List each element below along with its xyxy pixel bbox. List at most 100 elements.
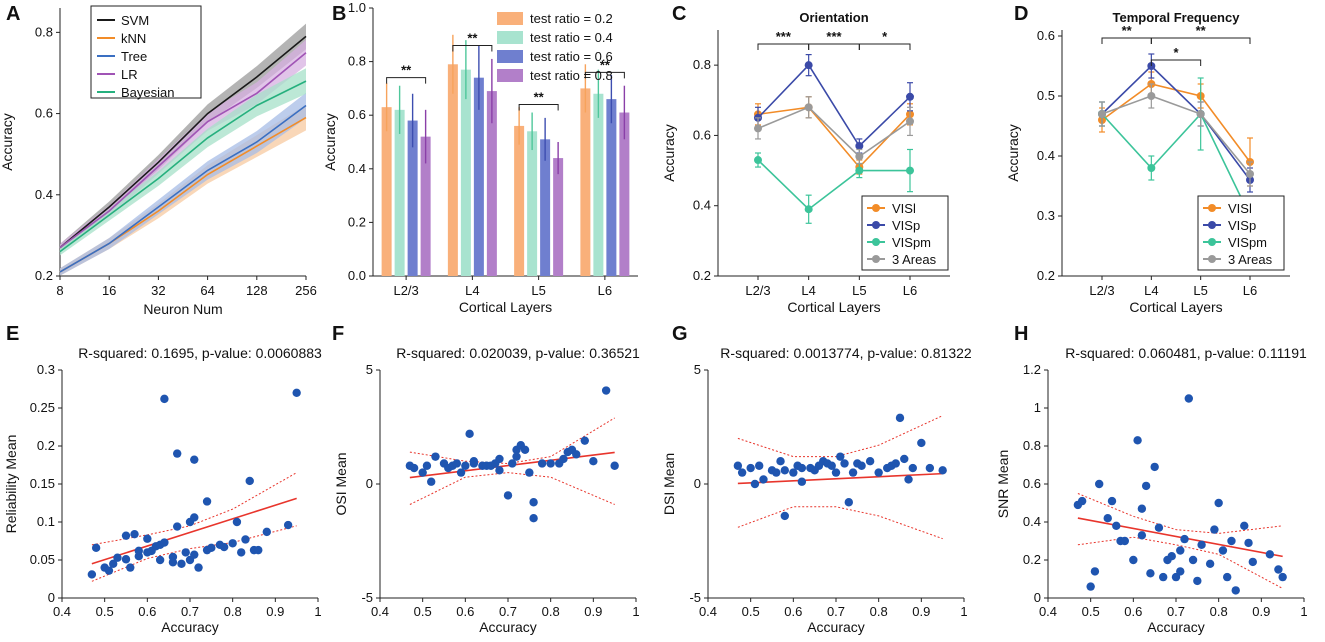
y-tick-label: 1.0 — [348, 0, 366, 15]
scatter-point — [1248, 557, 1258, 567]
data-point — [906, 117, 914, 126]
y-axis-label: SNR Mean — [995, 450, 1011, 518]
y-tick-label: 0.5 — [1037, 88, 1055, 103]
scatter-point — [789, 468, 798, 477]
y-axis-label: Reliability Mean — [3, 435, 19, 534]
scatter-point — [245, 476, 254, 486]
bar — [407, 120, 418, 276]
scatter-point — [857, 461, 866, 470]
scatter-point — [160, 394, 169, 404]
legend-label: test ratio = 0.2 — [530, 11, 613, 26]
y-axis-label: Accuracy — [661, 124, 677, 182]
y-tick-label: 0.2 — [35, 268, 53, 283]
x-tick-label: 0.6 — [1124, 604, 1142, 619]
panel-letter-c: C — [672, 3, 686, 25]
x-tick-label: 0.7 — [181, 604, 199, 619]
stats-title: R-squared: 0.1695, p-value: 0.0060883 — [78, 345, 322, 361]
panel-letter-f: F — [332, 323, 344, 345]
stats-title: R-squared: 0.060481, p-value: 0.11191 — [1065, 345, 1307, 361]
scatter-point — [1214, 498, 1223, 508]
significance-bracket — [452, 45, 493, 52]
data-point — [855, 166, 864, 175]
series-band-tree — [60, 92, 306, 276]
scatter-point — [580, 436, 589, 445]
scatter-point — [865, 457, 875, 466]
x-axis-label: Neuron Num — [143, 301, 222, 317]
scatter-point — [219, 542, 229, 552]
panel-a-chart: 0.2 0.4 0.6 0.8 Accuracy 8 16 32 64 128 256 Neuron … — [0, 5, 317, 317]
data-point — [1147, 92, 1156, 100]
x-tick-label: L6 — [1243, 283, 1257, 298]
significance-label: ** — [600, 57, 611, 72]
scatter-point — [559, 454, 568, 464]
scatter-point — [91, 543, 101, 553]
scatter-point — [202, 497, 212, 506]
series-line-visp — [757, 63, 911, 148]
data-point — [804, 103, 813, 112]
scatter-point — [601, 386, 611, 395]
panel-e-chart: 0 0.05 0.1 0.15 0.2 0.25 0.3 Reliability Mean 0.… — [3, 345, 322, 635]
legend-box — [90, 5, 202, 99]
scatter-point — [228, 539, 237, 548]
x-tick-label: 0.9 — [912, 604, 930, 619]
bar — [514, 125, 525, 276]
y-tick-label: 0.2 — [37, 438, 55, 453]
panel-letter-h: H — [1014, 323, 1028, 345]
bar — [486, 91, 497, 276]
x-axis-label: Cortical Layers — [1129, 299, 1222, 315]
y-tick-label: 0.05 — [30, 552, 55, 567]
legend-label: test ratio = 0.8 — [530, 68, 613, 83]
scatter-point — [1171, 572, 1181, 582]
scatter-point — [840, 459, 849, 468]
scatter-point — [1086, 582, 1095, 591]
y-tick-label: 0.4 — [1023, 514, 1041, 529]
x-tick-label: L5 — [852, 283, 866, 298]
bar — [553, 158, 564, 276]
x-tick-label: 0.4 — [53, 604, 71, 619]
scatter-point — [1159, 572, 1168, 582]
data-point — [754, 156, 762, 165]
regression-line — [1077, 517, 1283, 558]
scatter-point — [418, 468, 427, 477]
y-tick-label: 0.8 — [693, 57, 711, 72]
legend-label: test ratio = 0.6 — [530, 49, 613, 64]
data-point — [906, 92, 914, 101]
significance-bracket — [1150, 59, 1202, 66]
x-tick-label: 0.4 — [371, 604, 389, 619]
data-point — [754, 124, 762, 133]
x-tick-label: 0.6 — [456, 604, 474, 619]
scatter-point — [109, 559, 118, 568]
significance-label: *** — [826, 29, 842, 44]
y-tick-label: 0 — [366, 476, 373, 491]
x-tick-label: L6 — [903, 283, 917, 298]
y-tick-label: 0.3 — [37, 362, 55, 377]
x-tick-label: L2/3 — [393, 283, 418, 298]
scatter-point — [283, 520, 293, 530]
significance-label: ** — [467, 31, 478, 46]
panel-b-chart: 0.0 0.2 0.4 0.6 0.8 1.0 Accuracy L2/3 L4 L5 L6 Cort… — [322, 0, 638, 315]
y-tick-label: 0.3 — [1037, 208, 1055, 223]
series-line-3-areas — [757, 106, 911, 158]
scatter-point — [1227, 536, 1236, 546]
y-tick-label: 0.1 — [37, 514, 55, 529]
legend-marker — [872, 238, 880, 246]
x-tick-label: 0.4 — [1039, 604, 1057, 619]
scatter-point — [874, 468, 883, 477]
bar — [527, 131, 538, 276]
significance-bracket — [1150, 37, 1251, 44]
scatter-point — [572, 450, 581, 459]
scatter-point — [241, 535, 250, 544]
scatter-point — [1176, 567, 1185, 576]
y-tick-label: 0.6 — [35, 106, 53, 121]
x-tick-label: L5 — [531, 283, 545, 298]
significance-label: ** — [401, 63, 412, 78]
scatter-point — [925, 463, 935, 473]
y-tick-label: 1 — [1034, 400, 1041, 415]
scatter-point — [780, 466, 789, 475]
x-axis-label: Cortical Layers — [459, 299, 552, 315]
y-tick-label: 1.2 — [1023, 362, 1041, 377]
ci-lower-line — [91, 525, 297, 582]
panel-letter-g: G — [672, 323, 688, 345]
ci-upper-line — [409, 417, 615, 465]
